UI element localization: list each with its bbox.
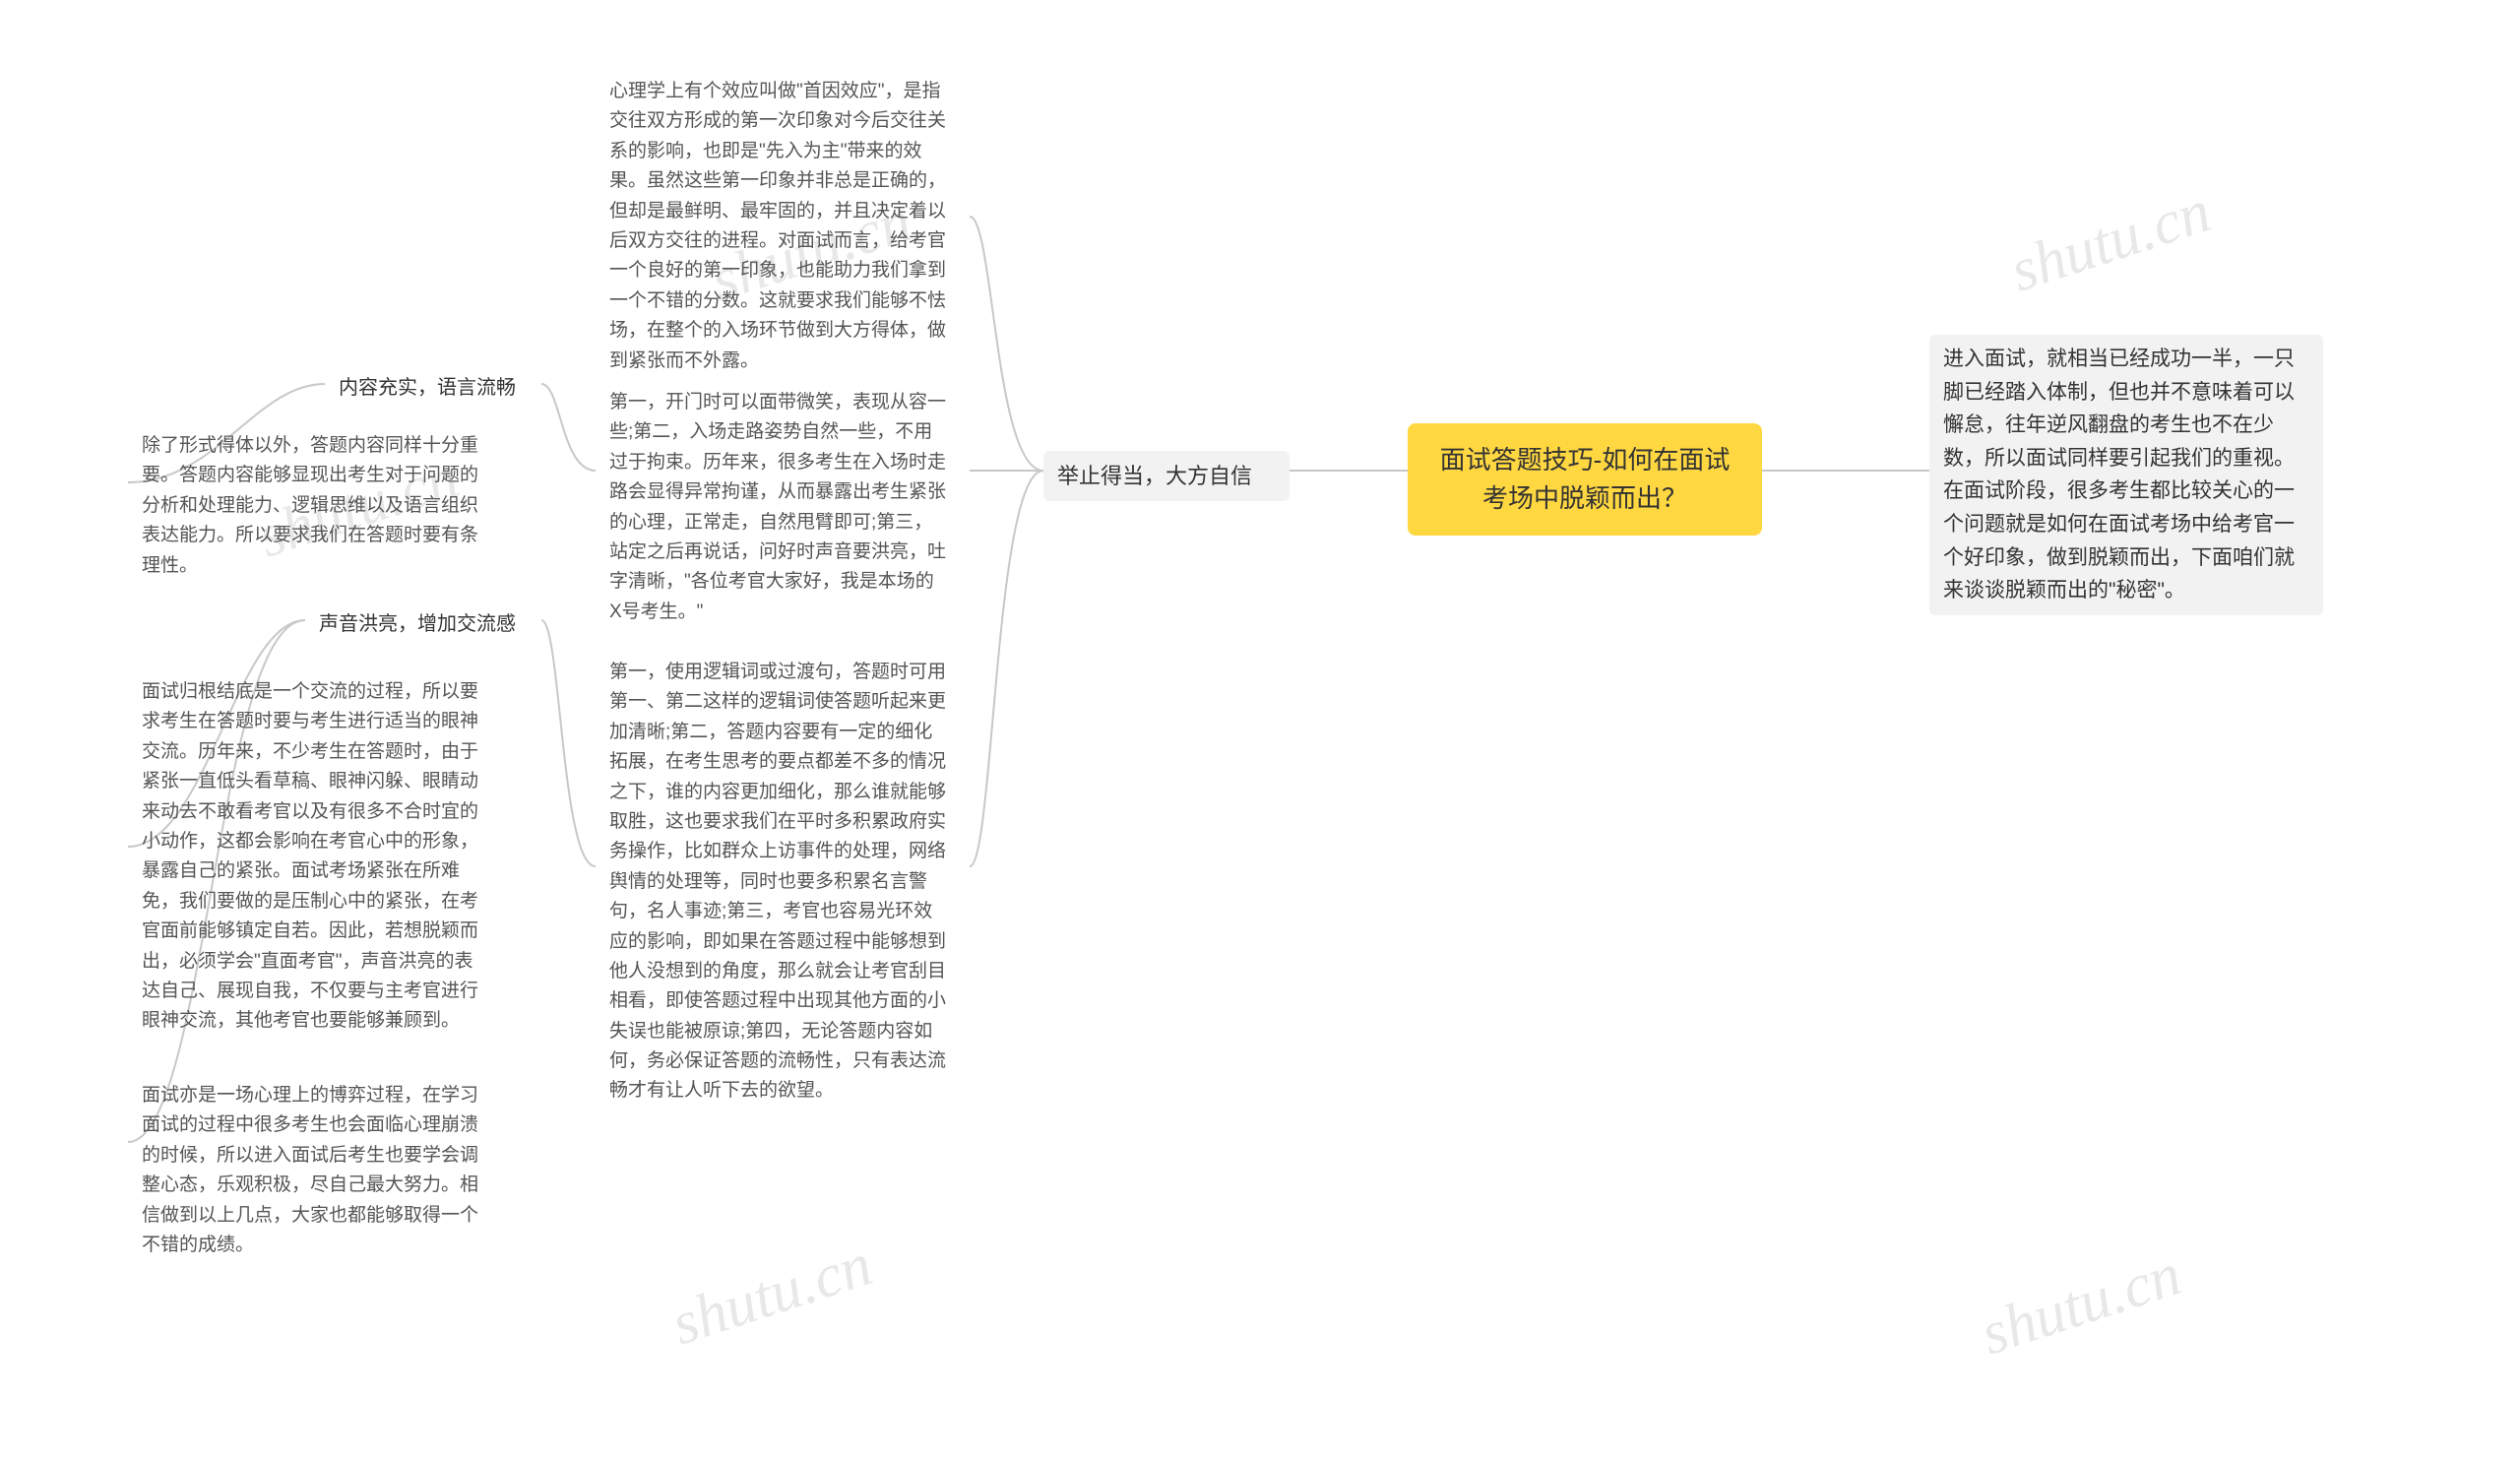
watermark: shutu.cn [1973,1240,2189,1370]
leaf-a1: 心理学上有个效应叫做"首因效应"，是指交往双方形成的第一次印象对今后交往关系的影… [596,69,960,384]
leaf-b2: 第一，使用逻辑词或过渡句，答题时可用第一、第二这样的逻辑词使答题听起来更加清晰;… [596,650,960,1114]
leaf-b1: 除了形式得体以外，答题内容同样十分重要。答题内容能够显现出考生对于问题的分析和处… [128,423,492,589]
branch-node: 举止得当，大方自信 [1043,451,1290,501]
root-node: 面试答题技巧-如何在面试 考场中脱颖而出？ [1408,423,1762,536]
leaf-c1: 面试归根结底是一个交流的过程，所以要求考生在答题时要与考生进行适当的眼神交流。历… [128,669,492,1045]
watermark: shutu.cn [2002,177,2219,307]
watermark: shutu.cn [663,1231,880,1361]
root-line2: 考场中脱颖而出？ [1429,479,1740,518]
leaf-c-label: 声音洪亮，增加交流感 [305,601,541,648]
intro-text: 进入面试，就相当已经成功一半，一只脚已经踏入体制，但也并不意味着可以懈怠，往年逆… [1929,335,2323,615]
leaf-b-label: 内容充实，语言流畅 [325,364,541,412]
leaf-a2: 第一，开门时可以面带微笑，表现从容一些;第二，入场走路姿势自然一些，不用过于拘束… [596,380,960,635]
leaf-c2: 面试亦是一场心理上的博弈过程，在学习面试的过程中很多考生也会面临心理崩溃的时候，… [128,1073,492,1268]
root-line1: 面试答题技巧-如何在面试 [1429,441,1740,479]
